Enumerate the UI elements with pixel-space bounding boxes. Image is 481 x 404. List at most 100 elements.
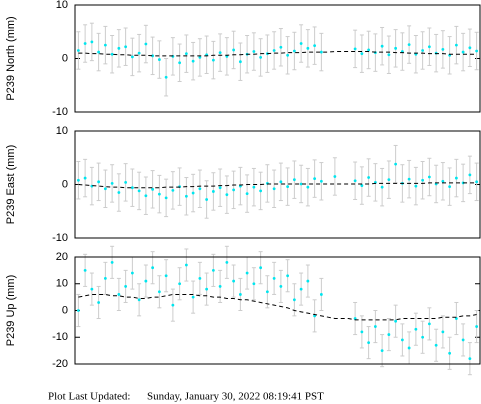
data-point bbox=[83, 176, 87, 180]
data-point bbox=[218, 285, 222, 288]
data-point bbox=[292, 298, 296, 302]
data-point bbox=[299, 182, 303, 186]
data-point bbox=[360, 330, 364, 334]
data-point bbox=[110, 52, 114, 56]
data-point bbox=[279, 180, 283, 184]
data-point bbox=[97, 180, 101, 184]
y-axis-label: P239 North (mm) bbox=[5, 16, 17, 100]
data-point bbox=[286, 185, 290, 189]
data-point bbox=[319, 179, 323, 183]
y-tick-label: 10 bbox=[56, 0, 68, 11]
data-point bbox=[144, 279, 148, 283]
plot-frame bbox=[74, 130, 481, 239]
data-point bbox=[360, 184, 364, 187]
data-point bbox=[232, 188, 236, 192]
data-point bbox=[83, 268, 87, 272]
plot-frame bbox=[74, 256, 481, 365]
data-point bbox=[218, 186, 222, 190]
data-point bbox=[407, 346, 411, 350]
data-point bbox=[353, 179, 357, 183]
data-point bbox=[97, 50, 101, 54]
footer-date: Sunday, January 30, 2022 08:19:41 PST bbox=[147, 391, 324, 403]
data-point bbox=[225, 260, 229, 264]
data-point bbox=[279, 45, 283, 49]
footer-label: Plot Last Updated: bbox=[48, 391, 131, 403]
data-point bbox=[353, 317, 357, 320]
data-point bbox=[232, 48, 236, 52]
data-point bbox=[441, 330, 445, 334]
data-point bbox=[245, 192, 249, 195]
data-point bbox=[475, 180, 479, 184]
y-tick-label: 0 bbox=[62, 52, 68, 64]
data-point bbox=[306, 279, 310, 283]
data-point bbox=[306, 185, 310, 189]
data-point bbox=[353, 47, 357, 51]
data-point bbox=[83, 42, 87, 45]
data-point bbox=[468, 46, 472, 50]
data-point bbox=[286, 53, 290, 57]
data-point bbox=[272, 277, 276, 280]
data-point bbox=[475, 325, 479, 328]
data-point bbox=[259, 189, 263, 193]
trend-line bbox=[78, 51, 477, 57]
y-tick-label: -10 bbox=[52, 331, 68, 343]
data-point bbox=[117, 293, 121, 296]
data-point bbox=[76, 178, 80, 182]
data-point bbox=[259, 56, 263, 59]
data-point bbox=[292, 178, 296, 182]
data-point bbox=[191, 295, 195, 299]
data-point bbox=[191, 59, 195, 63]
data-point bbox=[157, 58, 161, 61]
data-point bbox=[205, 287, 209, 291]
data-point bbox=[184, 263, 188, 267]
data-point bbox=[394, 46, 398, 50]
data-point bbox=[110, 260, 114, 264]
data-point bbox=[387, 178, 391, 182]
y-axis-label: P239 East (mm) bbox=[5, 145, 17, 224]
data-point bbox=[265, 290, 269, 294]
data-point bbox=[164, 75, 168, 79]
data-point bbox=[319, 50, 323, 54]
data-point bbox=[103, 43, 107, 47]
data-point bbox=[157, 192, 161, 196]
data-point bbox=[380, 349, 384, 353]
data-point bbox=[198, 187, 202, 191]
data-point bbox=[117, 46, 121, 50]
data-point bbox=[144, 42, 148, 46]
data-point bbox=[164, 274, 168, 278]
data-point bbox=[130, 186, 134, 190]
data-point bbox=[211, 268, 215, 272]
data-point bbox=[198, 277, 202, 280]
data-point bbox=[252, 50, 256, 53]
data-point bbox=[184, 194, 188, 198]
data-point bbox=[191, 191, 195, 195]
data-point bbox=[225, 193, 229, 197]
data-point bbox=[252, 185, 256, 189]
data-point bbox=[400, 338, 404, 342]
data-point bbox=[130, 271, 134, 275]
trend-line bbox=[78, 182, 477, 189]
data-point bbox=[461, 338, 465, 342]
data-point bbox=[427, 45, 431, 49]
data-point bbox=[299, 42, 303, 45]
data-point bbox=[454, 317, 458, 320]
data-point bbox=[387, 333, 391, 336]
data-point bbox=[198, 56, 202, 59]
data-point bbox=[157, 290, 161, 294]
data-point bbox=[448, 185, 452, 189]
data-point bbox=[238, 293, 242, 296]
data-point bbox=[259, 266, 263, 270]
data-point bbox=[117, 191, 121, 194]
data-point bbox=[103, 277, 107, 280]
data-point bbox=[441, 179, 445, 183]
data-point bbox=[367, 48, 371, 52]
y-tick-label: 20 bbox=[56, 251, 68, 263]
data-point bbox=[292, 49, 296, 53]
data-point bbox=[319, 293, 323, 296]
data-point bbox=[211, 58, 215, 62]
data-point bbox=[448, 351, 452, 355]
data-point bbox=[110, 182, 114, 185]
data-point bbox=[427, 322, 431, 326]
data-point bbox=[97, 301, 101, 304]
